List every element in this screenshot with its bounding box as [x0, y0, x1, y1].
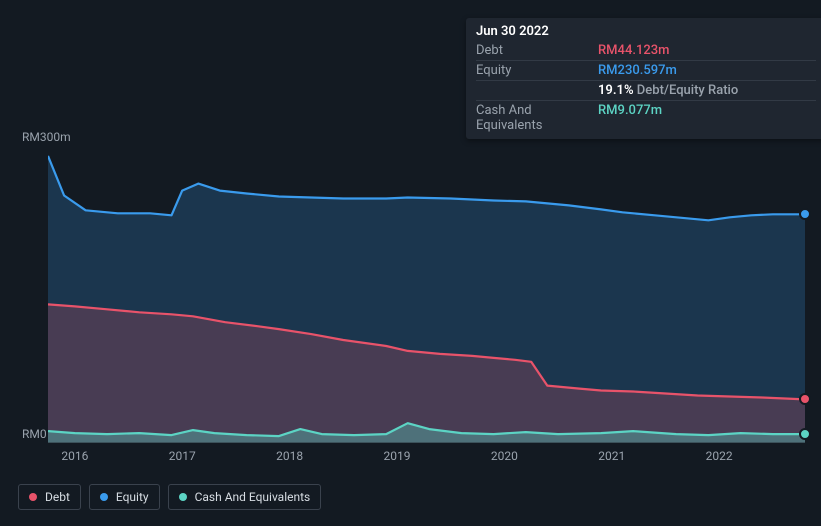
tooltip-date: Jun 30 2022: [476, 24, 816, 39]
x-axis-tick: 2018: [276, 449, 303, 463]
tooltip-row: DebtRM44.123m: [476, 41, 816, 60]
legend-label: Debt: [45, 490, 70, 504]
legend-item-equity[interactable]: Equity: [89, 484, 160, 510]
chart-tooltip: Jun 30 2022 DebtRM44.123mEquityRM230.597…: [466, 18, 821, 139]
equity-dot-icon: [100, 493, 108, 501]
cash-end-marker: [799, 428, 811, 440]
tooltip-row: EquityRM230.597m: [476, 60, 816, 80]
x-axis-tick: 2016: [61, 449, 88, 463]
x-axis-tick: 2020: [491, 449, 518, 463]
debt-equity-chart[interactable]: [48, 146, 805, 443]
tooltip-row: 19.1% Debt/Equity Ratio: [476, 80, 816, 100]
y-axis-label: RM300m: [22, 130, 71, 144]
x-axis-tick: 2017: [169, 449, 196, 463]
x-axis-tick: 2019: [383, 449, 410, 463]
legend-label: Cash And Equivalents: [195, 490, 311, 504]
x-axis-tick: 2022: [706, 449, 733, 463]
tooltip-label: Equity: [476, 63, 598, 78]
x-axis-tick: 2021: [598, 449, 625, 463]
tooltip-row: Cash And EquivalentsRM9.077m: [476, 100, 816, 135]
y-axis-label: RM0: [22, 427, 47, 441]
cash-dot-icon: [179, 493, 187, 501]
tooltip-label: [476, 83, 598, 98]
tooltip-label: Cash And Equivalents: [476, 103, 598, 133]
tooltip-value: RM230.597m: [598, 63, 677, 78]
legend-item-debt[interactable]: Debt: [18, 484, 81, 510]
tooltip-label: Debt: [476, 43, 598, 58]
debt-end-marker: [799, 393, 811, 405]
tooltip-value: RM9.077m: [598, 103, 662, 133]
legend-item-cash[interactable]: Cash And Equivalents: [168, 484, 322, 510]
equity-end-marker: [799, 208, 811, 220]
tooltip-value: 19.1% Debt/Equity Ratio: [598, 83, 738, 98]
legend-label: Equity: [116, 490, 149, 504]
chart-legend: Debt Equity Cash And Equivalents: [18, 484, 321, 510]
tooltip-value: RM44.123m: [598, 43, 669, 58]
x-axis: 2016 2017 2018 2019 2020 2021 2022: [0, 449, 821, 469]
debt-dot-icon: [29, 493, 37, 501]
